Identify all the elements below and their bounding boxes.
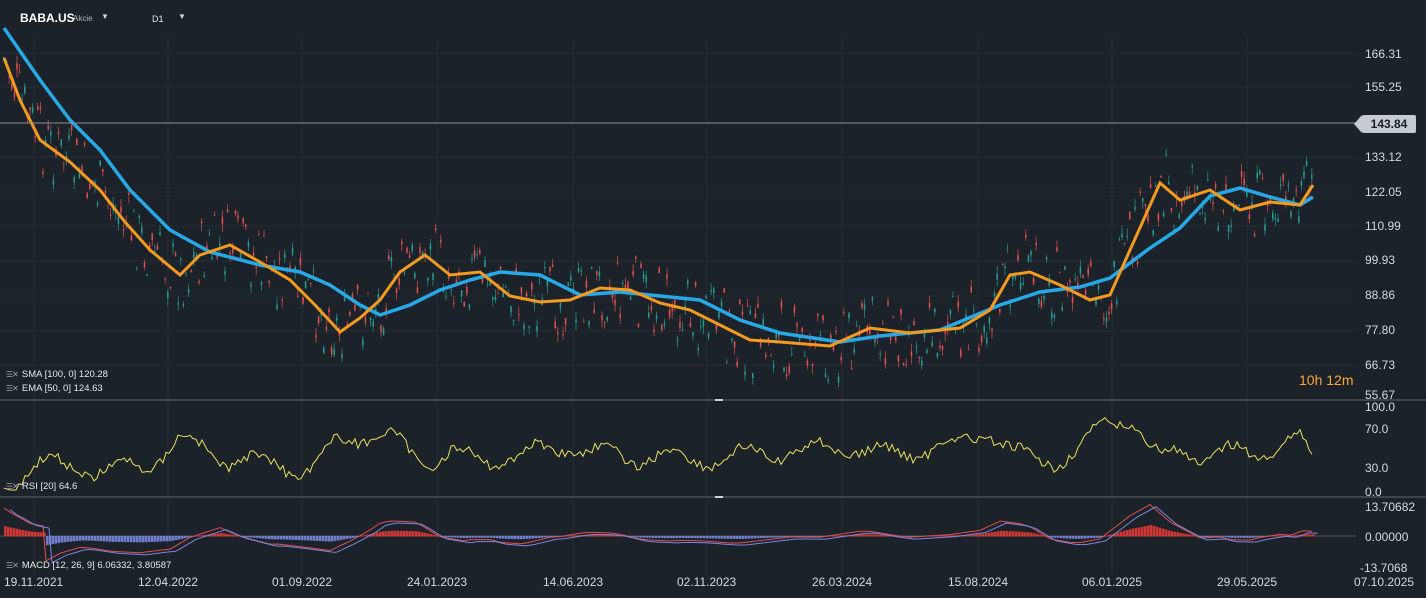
date-tick: 29.05.2025	[1217, 575, 1277, 589]
date-tick: 06.01.2025	[1082, 575, 1142, 589]
rsi-legend[interactable]: ☰✕ RSI [20] 64.6	[6, 481, 78, 492]
rsi-axis: 100.0 70.0 30.0 0.0	[1365, 400, 1395, 499]
timeframe-selector[interactable]: D1	[152, 14, 164, 24]
rsi-tick: 0.0	[1365, 485, 1382, 499]
date-tick: 24.01.2023	[407, 575, 467, 589]
price-tick: 66.73	[1365, 358, 1395, 372]
rsi-tick: 70.0	[1365, 422, 1389, 436]
price-candles	[3, 55, 1313, 388]
date-tick: 14.06.2023	[543, 575, 603, 589]
symbol-dropdown-caret-down-icon[interactable]: ▼	[101, 12, 109, 21]
rsi-tick: 100.0	[1365, 400, 1395, 414]
macd-signal-line	[9, 506, 1319, 564]
price-tick: 77.80	[1365, 323, 1395, 337]
settings-close-icon[interactable]: ☰✕	[6, 561, 19, 570]
macd-tick: 13.70682	[1365, 500, 1415, 514]
grid-lines	[0, 36, 1356, 575]
symbol-name[interactable]: BABA.US	[20, 11, 75, 25]
price-tick: 110.99	[1365, 219, 1401, 233]
settings-close-icon[interactable]: ☰✕	[6, 370, 19, 379]
pane-resize-handle[interactable]	[715, 496, 723, 498]
rsi-line	[3, 417, 1313, 491]
date-tick: 19.11.2021	[4, 575, 63, 589]
timeframe-dropdown-caret-down-icon[interactable]: ▼	[178, 12, 186, 21]
price-tick: 55.67	[1365, 388, 1395, 402]
chart-toolbar: BABA.US Akcie ▼ D1 ▼	[0, 0, 1426, 36]
ema-legend[interactable]: ☰✕ EMA [50, 0] 124.63	[6, 383, 103, 394]
symbol-type: Akcie	[73, 14, 93, 23]
date-tick: 12.04.2022	[138, 575, 198, 589]
ema-line	[2, 57, 1315, 348]
settings-close-icon[interactable]: ☰✕	[6, 384, 19, 393]
rsi-tick: 30.0	[1365, 461, 1389, 475]
price-tick: 122.05	[1365, 185, 1402, 199]
price-tick: 99.93	[1365, 253, 1395, 267]
date-tick: 02.11.2023	[677, 575, 736, 589]
price-tick: 166.31	[1365, 47, 1402, 61]
price-tick: 88.86	[1365, 288, 1395, 302]
price-tick: 155.25	[1365, 80, 1402, 94]
macd-legend[interactable]: ☰✕ MACD [12, 26, 9] 6.06332, 3.80587	[6, 560, 172, 571]
macd-tick: 0.00000	[1365, 530, 1409, 544]
sma-line	[2, 27, 1314, 344]
macd-line	[3, 504, 1313, 562]
date-axis: 19.11.2021 12.04.2022 01.09.2022 24.01.2…	[4, 575, 1414, 589]
pane-resize-handle[interactable]	[715, 399, 723, 401]
settings-close-icon[interactable]: ☰✕	[6, 482, 19, 491]
date-tick: 15.08.2024	[948, 575, 1008, 589]
price-axis: 166.31 155.25 133.12 122.05 110.99 99.93…	[1365, 47, 1402, 402]
price-tick: 133.12	[1365, 150, 1402, 164]
macd-tick: -13.7068	[1360, 561, 1408, 575]
sma-legend[interactable]: ☰✕ SMA [100, 0] 120.28	[6, 369, 108, 380]
current-price-badge: 143.84	[1354, 115, 1416, 133]
candle-countdown: 10h 12m	[1299, 372, 1354, 388]
date-tick: 01.09.2022	[272, 575, 332, 589]
macd-axis: 13.70682 0.00000 -13.7068	[1360, 500, 1415, 575]
date-tick: 07.10.2025	[1354, 575, 1414, 589]
date-tick: 26.03.2024	[812, 575, 872, 589]
